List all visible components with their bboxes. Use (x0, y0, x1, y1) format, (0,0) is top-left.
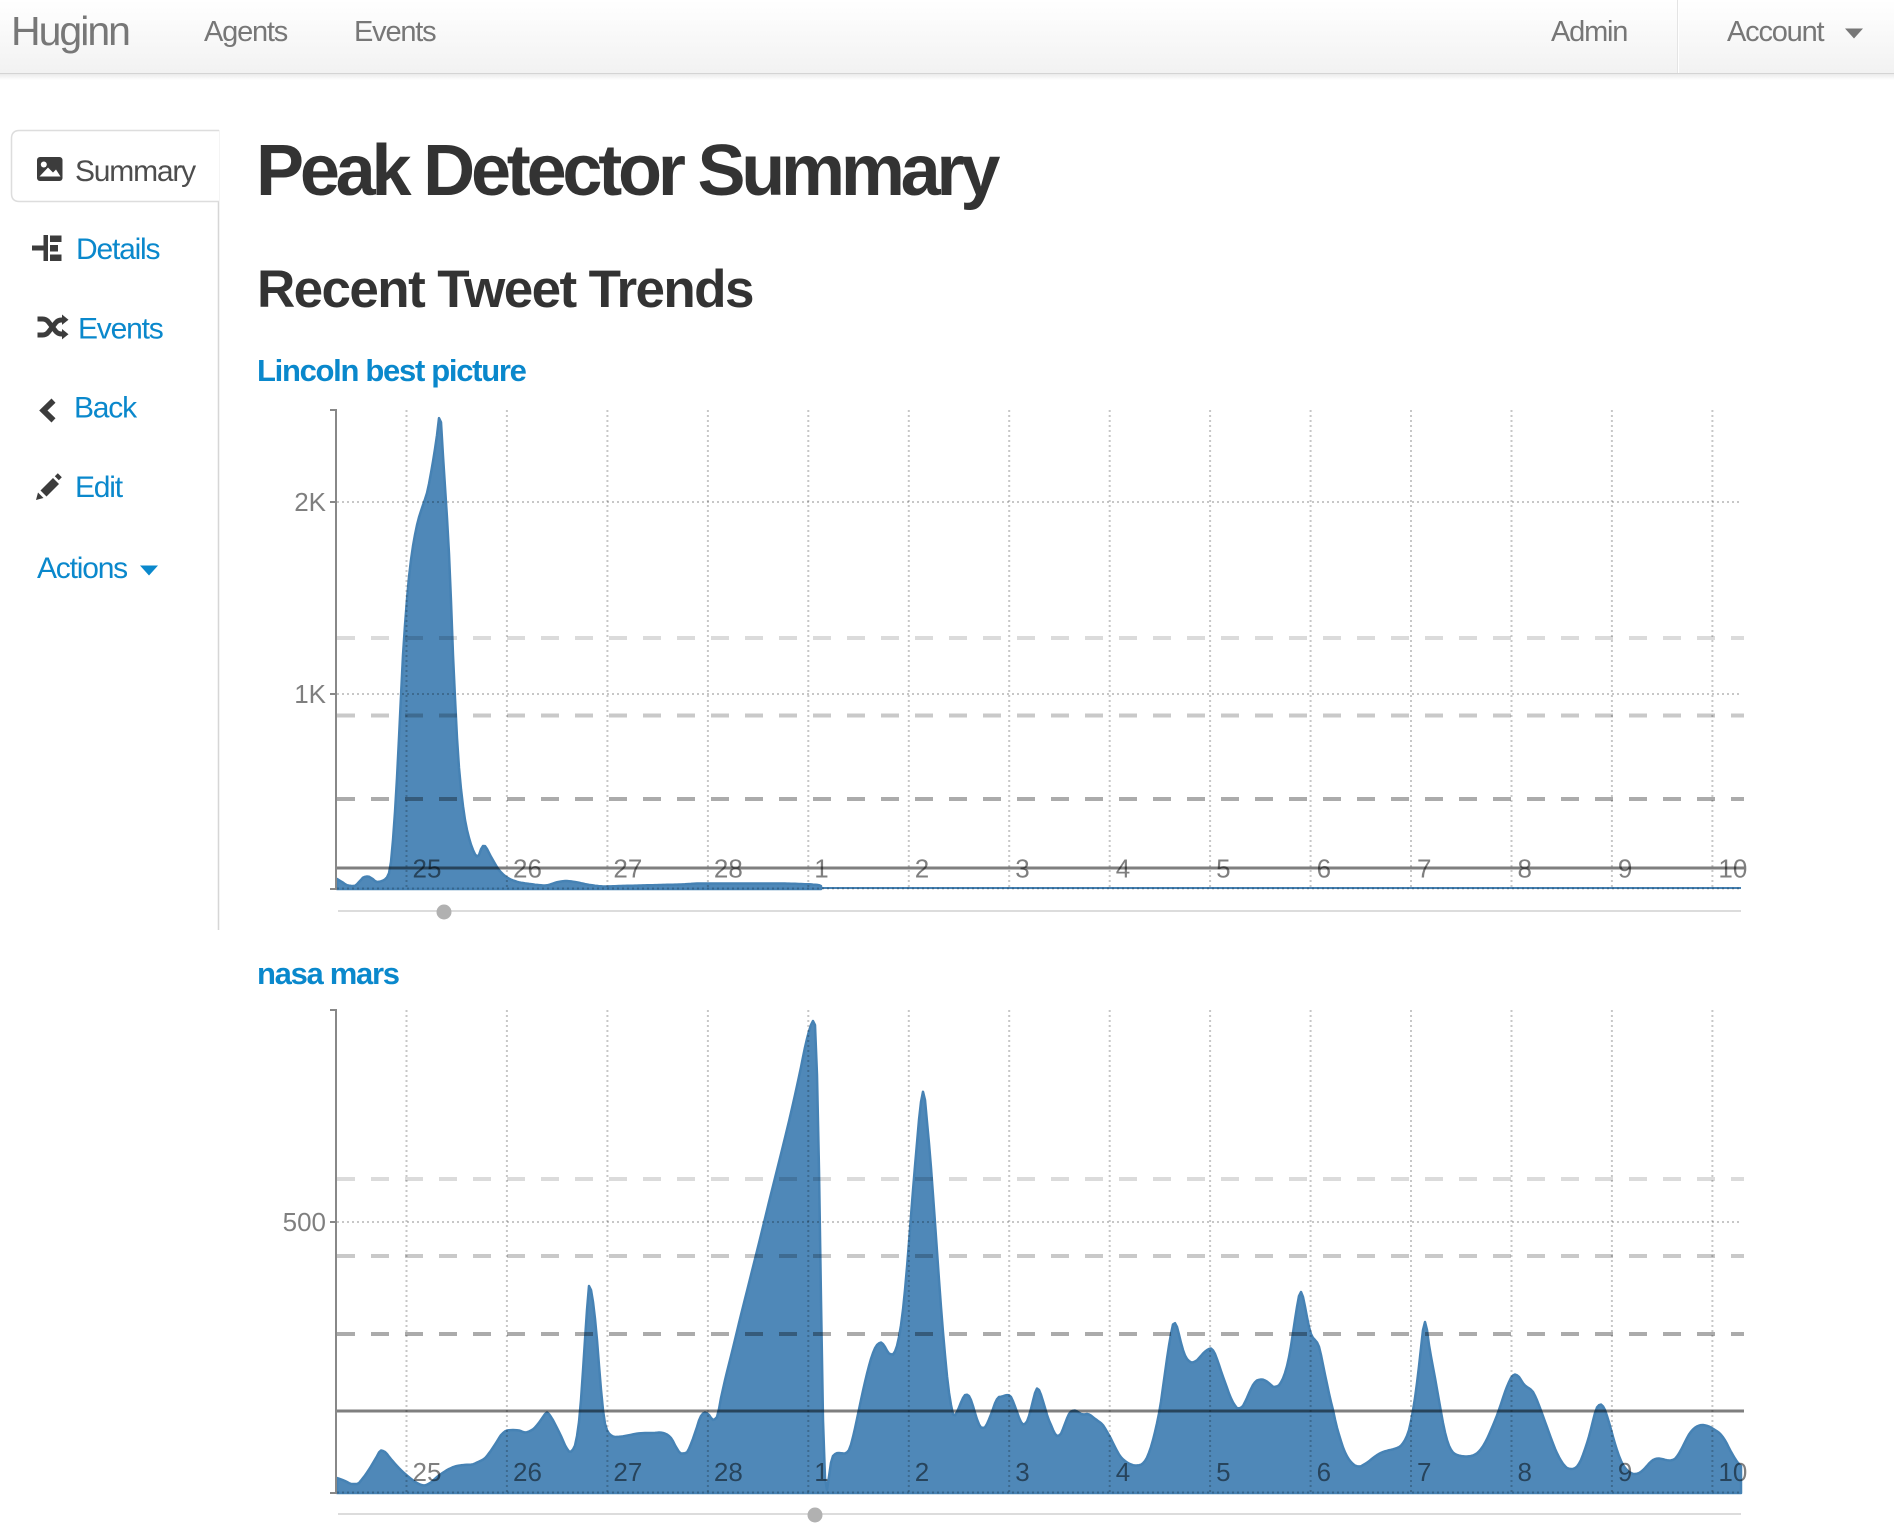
svg-text:nasa mars: nasa mars (257, 956, 399, 991)
svg-text:10: 10 (1718, 854, 1747, 884)
svg-text:26: 26 (513, 854, 542, 884)
svg-text:7: 7 (1417, 854, 1431, 884)
svg-text:Admin: Admin (1551, 16, 1627, 48)
svg-text:Back: Back (74, 392, 138, 425)
svg-text:Details: Details (76, 233, 159, 266)
svg-text:6: 6 (1317, 854, 1331, 884)
svg-text:1: 1 (814, 854, 828, 884)
svg-text:7: 7 (1417, 1457, 1431, 1487)
svg-text:Events: Events (78, 313, 163, 346)
svg-text:3: 3 (1015, 854, 1029, 884)
svg-text:2K: 2K (294, 487, 326, 517)
svg-text:4: 4 (1116, 1457, 1130, 1487)
svg-text:Actions: Actions (37, 552, 127, 585)
svg-text:Recent Tweet Trends: Recent Tweet Trends (257, 260, 753, 319)
svg-text:27: 27 (613, 854, 642, 884)
svg-text:8: 8 (1518, 1457, 1532, 1487)
svg-text:Peak Detector Summary: Peak Detector Summary (256, 131, 1000, 211)
svg-text:Agents: Agents (204, 16, 288, 48)
svg-text:25: 25 (413, 1457, 442, 1487)
svg-text:1K: 1K (294, 679, 326, 709)
svg-text:27: 27 (613, 1457, 642, 1487)
svg-text:Edit: Edit (75, 471, 124, 504)
svg-text:28: 28 (714, 854, 743, 884)
svg-text:Summary: Summary (75, 155, 196, 188)
svg-text:1: 1 (814, 1457, 828, 1487)
svg-text:2: 2 (915, 854, 929, 884)
svg-text:9: 9 (1618, 1457, 1632, 1487)
svg-text:Events: Events (354, 16, 436, 48)
svg-text:500: 500 (283, 1207, 326, 1237)
svg-text:Lincoln best picture: Lincoln best picture (257, 353, 527, 388)
svg-text:6: 6 (1317, 1457, 1331, 1487)
svg-text:8: 8 (1518, 854, 1532, 884)
svg-text:2: 2 (915, 1457, 929, 1487)
svg-text:28: 28 (714, 1457, 743, 1487)
svg-text:3: 3 (1015, 1457, 1029, 1487)
svg-text:10: 10 (1718, 1457, 1747, 1487)
svg-text:Account: Account (1727, 16, 1825, 48)
svg-text:Huginn: Huginn (11, 8, 129, 54)
svg-text:4: 4 (1116, 854, 1130, 884)
svg-text:25: 25 (413, 854, 442, 884)
svg-text:5: 5 (1216, 1457, 1230, 1487)
svg-text:5: 5 (1216, 854, 1230, 884)
svg-text:26: 26 (513, 1457, 542, 1487)
svg-text:9: 9 (1618, 854, 1632, 884)
